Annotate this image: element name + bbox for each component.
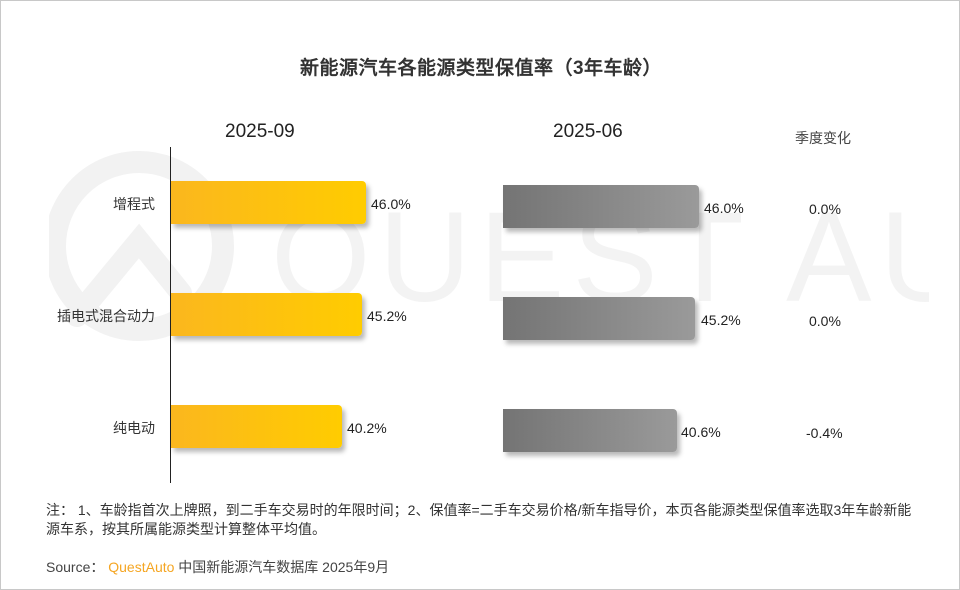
column-header-change: 季度变化	[795, 130, 851, 146]
value-change: 0.0%	[809, 313, 841, 329]
column-header-current: 2025-09	[225, 121, 295, 142]
bar-current	[171, 181, 366, 224]
bar-previous	[503, 409, 677, 452]
value-current: 45.2%	[367, 308, 407, 324]
bar-previous	[503, 185, 699, 228]
value-change: 0.0%	[809, 201, 841, 217]
bar-current	[171, 405, 342, 448]
category-label: 插电式混合动力	[57, 308, 155, 324]
value-previous: 40.6%	[681, 424, 721, 440]
source-line: Source： QuestAuto 中国新能源汽车数据库 2025年9月	[46, 557, 389, 577]
source-brand: QuestAuto	[108, 559, 175, 575]
category-axis	[170, 147, 171, 483]
value-current: 46.0%	[371, 196, 411, 212]
category-label: 增程式	[113, 196, 155, 212]
category-label: 纯电动	[113, 420, 155, 436]
bar-previous	[503, 297, 695, 340]
value-previous: 45.2%	[701, 312, 741, 328]
source-prefix: Source：	[46, 559, 105, 575]
column-header-previous: 2025-06	[553, 121, 623, 142]
value-current: 40.2%	[347, 420, 387, 436]
value-previous: 46.0%	[704, 200, 744, 216]
chart-title: 新能源汽车各能源类型保值率（3年车龄）	[299, 58, 663, 79]
bar-current	[171, 293, 362, 336]
value-change: -0.4%	[806, 425, 843, 441]
source-text: 中国新能源汽车数据库 2025年9月	[178, 559, 390, 575]
footnote: 注： 1、车龄指首次上牌照，到二手车交易时的年限时间；2、保值率=二手车交易价格…	[46, 502, 912, 537]
